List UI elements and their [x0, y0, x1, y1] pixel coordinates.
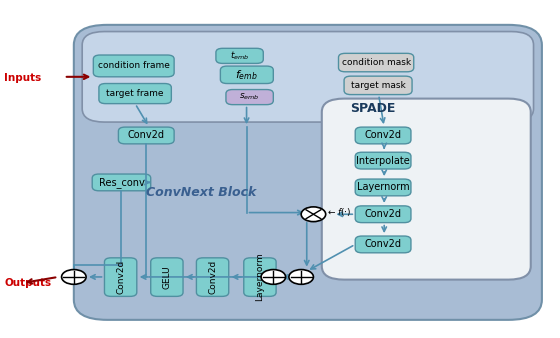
FancyBboxPatch shape	[99, 83, 171, 104]
Circle shape	[301, 207, 326, 222]
Text: $\leftarrow f(\cdot)$: $\leftarrow f(\cdot)$	[326, 206, 352, 218]
Text: Layernorm: Layernorm	[357, 183, 409, 192]
Text: Layernorm: Layernorm	[255, 253, 264, 301]
Circle shape	[289, 270, 314, 284]
FancyBboxPatch shape	[355, 236, 411, 253]
Text: target frame: target frame	[106, 89, 164, 98]
FancyBboxPatch shape	[344, 76, 412, 95]
Text: Inputs: Inputs	[4, 73, 41, 83]
Text: Interpolate: Interpolate	[356, 155, 410, 166]
FancyBboxPatch shape	[118, 127, 174, 144]
FancyBboxPatch shape	[105, 258, 137, 296]
FancyBboxPatch shape	[82, 31, 534, 122]
Text: Conv2d: Conv2d	[365, 130, 402, 141]
Text: Conv2d: Conv2d	[116, 260, 125, 294]
FancyBboxPatch shape	[338, 53, 414, 72]
FancyBboxPatch shape	[94, 55, 174, 77]
Text: Outputs: Outputs	[4, 278, 52, 288]
Text: GELU: GELU	[162, 265, 171, 289]
Text: condition mask: condition mask	[342, 58, 410, 67]
Text: Conv2d: Conv2d	[365, 209, 402, 219]
Text: Conv2d: Conv2d	[365, 239, 402, 249]
Text: SPADE: SPADE	[349, 102, 395, 115]
FancyBboxPatch shape	[244, 258, 276, 296]
FancyBboxPatch shape	[355, 152, 411, 169]
FancyBboxPatch shape	[355, 206, 411, 223]
Text: condition frame: condition frame	[98, 62, 170, 70]
Text: $f_{emb}$: $f_{emb}$	[235, 68, 258, 82]
FancyBboxPatch shape	[355, 127, 411, 144]
FancyBboxPatch shape	[74, 25, 542, 320]
FancyBboxPatch shape	[197, 258, 228, 296]
Circle shape	[261, 270, 286, 284]
Text: Conv2d: Conv2d	[208, 260, 217, 294]
Text: target mask: target mask	[351, 81, 405, 90]
FancyBboxPatch shape	[226, 90, 273, 105]
Text: $t_{emb}$: $t_{emb}$	[230, 50, 249, 62]
FancyBboxPatch shape	[322, 99, 531, 280]
Text: $s_{emb}$: $s_{emb}$	[240, 92, 260, 102]
Text: Conv2d: Conv2d	[128, 130, 165, 141]
FancyBboxPatch shape	[92, 174, 151, 191]
FancyBboxPatch shape	[221, 66, 273, 83]
Circle shape	[62, 270, 86, 284]
Text: Res_conv: Res_conv	[99, 177, 144, 188]
FancyBboxPatch shape	[355, 179, 411, 196]
FancyBboxPatch shape	[216, 48, 263, 64]
Text: ConvNext Block: ConvNext Block	[146, 186, 256, 199]
FancyBboxPatch shape	[151, 258, 183, 296]
